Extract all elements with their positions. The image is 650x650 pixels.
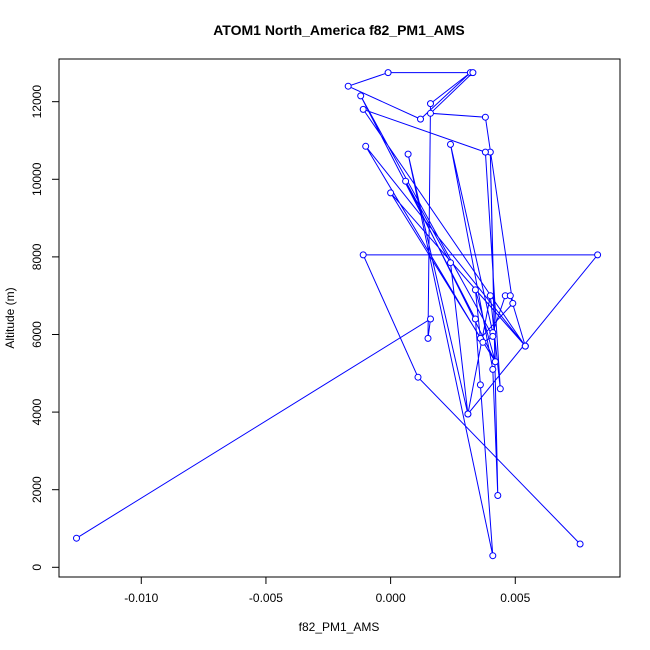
y-axis-label: Altitude (m) <box>3 287 17 348</box>
y-axis: 0 2000 4000 6000 8000 10000 12000 <box>30 85 60 571</box>
y-tick-label: 6000 <box>30 321 44 348</box>
data-point <box>489 332 497 340</box>
data-point <box>489 552 497 560</box>
data-point <box>486 292 494 300</box>
chart-title: ATOM1 North_America f82_PM1_AMS <box>213 22 465 38</box>
data-point <box>521 342 529 350</box>
y-tick-label: 0 <box>30 564 44 571</box>
data-point <box>489 365 497 373</box>
y-tick-label: 12000 <box>30 85 44 119</box>
data-point <box>506 292 514 300</box>
data-point <box>73 534 80 542</box>
x-tick-label: -0.010 <box>124 591 158 605</box>
data-point <box>481 148 489 156</box>
data-point <box>427 109 434 117</box>
data-point <box>447 259 454 267</box>
data-point <box>362 142 370 150</box>
data-point <box>496 385 504 393</box>
data-point <box>469 69 477 77</box>
data-point <box>359 251 367 259</box>
x-axis-label: f82_PM1_AMS <box>299 620 380 634</box>
data-point <box>491 358 499 366</box>
x-tick-label: -0.005 <box>249 591 283 605</box>
data-point <box>344 82 352 90</box>
x-tick-label: 0.005 <box>500 591 530 605</box>
data-point <box>417 115 424 123</box>
data-point <box>427 100 434 108</box>
data-point <box>509 299 517 307</box>
data-point <box>479 338 487 346</box>
data-point <box>414 373 422 381</box>
data-point <box>387 189 395 197</box>
data-point <box>594 251 602 259</box>
data-point <box>471 315 479 323</box>
data-point <box>476 381 484 389</box>
data-point <box>357 92 365 100</box>
data-point <box>402 177 410 185</box>
y-tick-label: 10000 <box>30 162 44 196</box>
y-tick-label: 8000 <box>30 243 44 270</box>
data-point <box>494 492 502 499</box>
data-point <box>481 113 489 121</box>
data-point <box>471 286 479 294</box>
data-point <box>404 150 412 158</box>
data-point <box>384 69 392 77</box>
y-tick-label: 2000 <box>30 476 44 503</box>
plot-area <box>73 69 602 560</box>
data-point <box>424 334 432 342</box>
data-point <box>576 540 584 548</box>
data-point <box>359 105 367 113</box>
data-point <box>447 140 454 148</box>
y-tick-label: 4000 <box>30 398 44 425</box>
data-point <box>464 410 472 418</box>
data-point <box>427 315 434 323</box>
x-tick-label: 0.000 <box>376 591 406 605</box>
series-line <box>76 72 599 556</box>
x-axis: -0.010 -0.005 0.000 0.005 <box>124 576 531 605</box>
